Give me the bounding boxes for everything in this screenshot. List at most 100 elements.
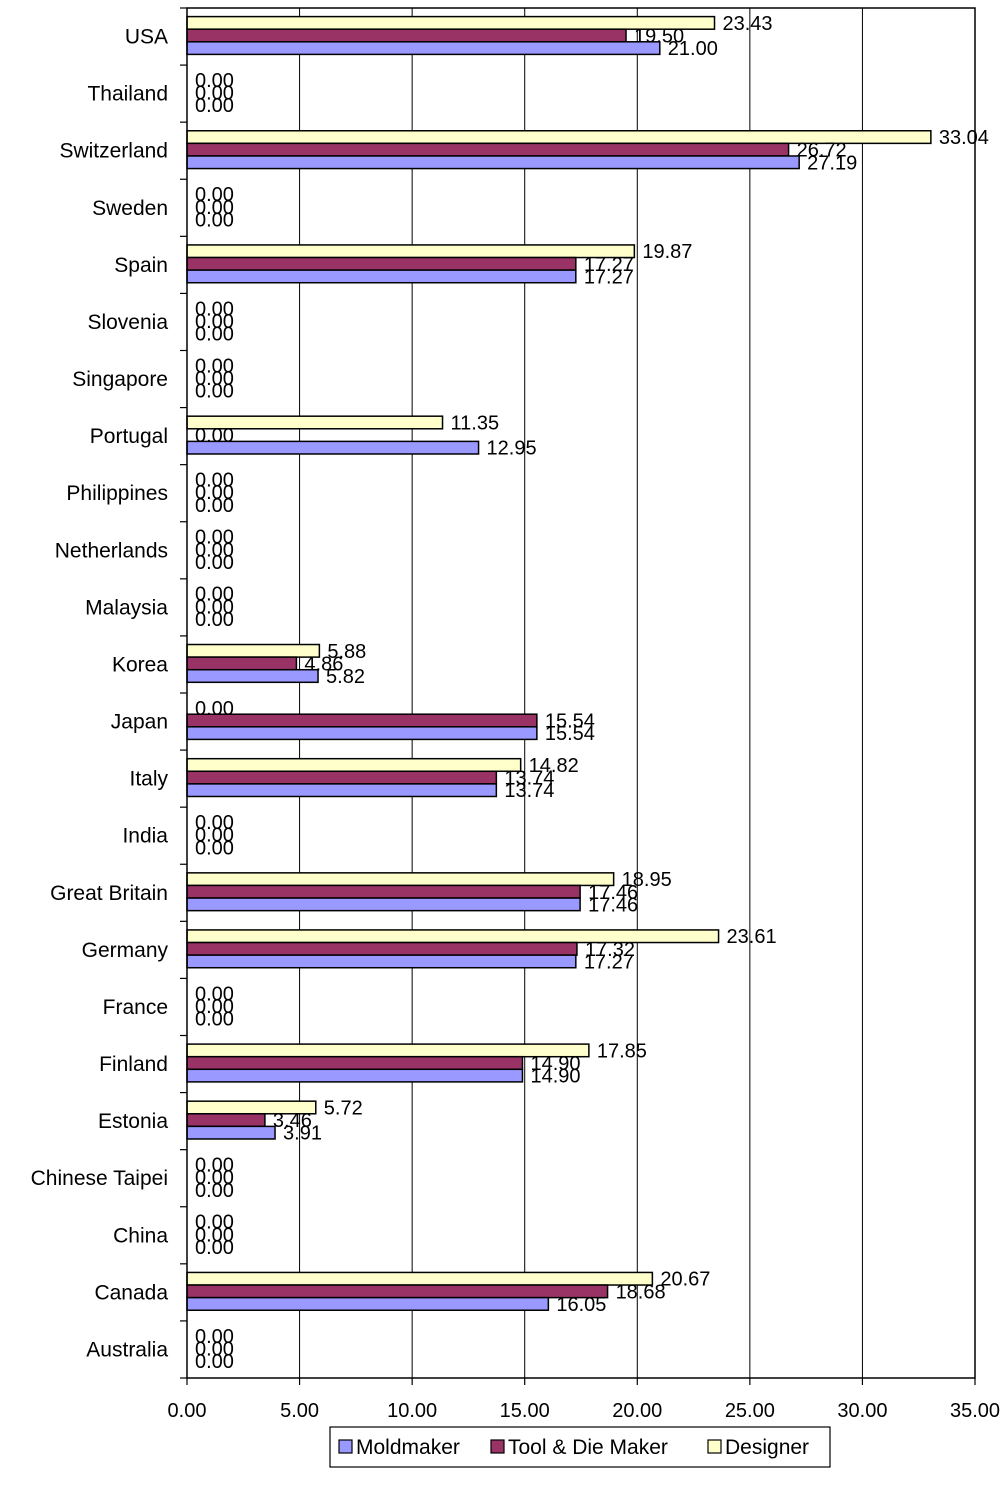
moldmaker-bar — [187, 670, 318, 683]
designer-bar — [187, 930, 719, 943]
category-label: Malaysia — [85, 596, 168, 619]
x-tick-label: 30.00 — [837, 1400, 887, 1422]
category-label: Philippines — [66, 482, 168, 505]
data-label: 19.87 — [642, 241, 692, 263]
moldmaker-bar — [187, 1126, 275, 1139]
data-label: 0.00 — [195, 381, 234, 403]
x-tick-label: 25.00 — [725, 1400, 775, 1422]
moldmaker-bar — [187, 156, 799, 169]
moldmaker-bar — [187, 42, 660, 55]
moldmaker-bar — [187, 1298, 548, 1311]
category-label: Great Britain — [50, 882, 168, 905]
tool-die-maker-bar — [187, 143, 789, 156]
data-label: 0.00 — [195, 698, 234, 720]
designer-bar — [187, 873, 614, 886]
data-label: 18.68 — [616, 1281, 666, 1303]
x-axis: 0.00 5.00 10.00 15.00 20.00 25.00 30.00 35.00 — [168, 1378, 1001, 1422]
tool-die-maker-bar — [187, 771, 496, 784]
data-label: 0.00 — [195, 324, 234, 346]
data-label: 17.46 — [588, 894, 638, 916]
x-tick-label: 20.00 — [612, 1400, 662, 1422]
x-tick-label: 35.00 — [950, 1400, 1000, 1422]
data-label: 33.04 — [939, 127, 989, 149]
x-tick-label: 0.00 — [168, 1400, 207, 1422]
legend-label: Tool & Die Maker — [508, 1436, 668, 1459]
category-label: Estonia — [98, 1110, 168, 1133]
category-label: Sweden — [92, 197, 168, 220]
data-label: 3.91 — [283, 1123, 322, 1145]
category-label: Portugal — [90, 425, 168, 448]
tool-die-maker-bar — [187, 1057, 522, 1070]
designer-bar — [187, 1044, 589, 1057]
category-label: Italy — [129, 768, 168, 791]
gridlines — [300, 8, 863, 1378]
data-label: 0.00 — [195, 209, 234, 231]
designer-bar — [187, 245, 634, 258]
legend-label: Moldmaker — [356, 1436, 460, 1459]
category-label: Slovenia — [87, 311, 168, 334]
category-label: Australia — [86, 1338, 168, 1361]
data-label: 23.61 — [727, 926, 777, 948]
category-label: Japan — [111, 711, 168, 734]
tool-die-maker-bar — [187, 258, 576, 271]
category-label: France — [103, 996, 168, 1019]
data-label: 16.05 — [556, 1294, 606, 1316]
data-label: 0.00 — [195, 1237, 234, 1259]
data-label: 21.00 — [668, 38, 718, 60]
data-label: 20.67 — [660, 1269, 710, 1291]
y-axis: USAThailandSwitzerlandSwedenSpainSloveni… — [31, 8, 187, 1378]
legend-swatch — [339, 1440, 352, 1453]
tool-die-maker-bar — [187, 657, 296, 670]
legend-swatch — [708, 1440, 721, 1453]
data-label: 0.00 — [195, 425, 234, 447]
moldmaker-bar — [187, 898, 580, 911]
category-label: Finland — [99, 1053, 168, 1076]
data-label: 13.74 — [504, 780, 554, 802]
tool-die-maker-bar — [187, 1285, 608, 1298]
category-label: Spain — [114, 254, 168, 277]
x-tick-label: 15.00 — [500, 1400, 550, 1422]
data-label: 5.72 — [324, 1097, 363, 1119]
category-label: China — [113, 1224, 168, 1247]
moldmaker-bar — [187, 727, 537, 740]
data-label: 0.00 — [195, 95, 234, 117]
data-label: 23.43 — [723, 13, 773, 35]
legend-label: Designer — [725, 1436, 809, 1459]
tool-die-maker-bar — [187, 885, 580, 898]
moldmaker-bar — [187, 1069, 522, 1082]
data-labels: 23.4319.5021.000.000.000.0033.0426.7227.… — [195, 13, 989, 1373]
data-label: 5.82 — [326, 666, 365, 688]
designer-bar — [187, 759, 521, 772]
designer-bar — [187, 1272, 652, 1285]
data-label: 0.00 — [195, 495, 234, 517]
plot-area-frame — [187, 8, 975, 1378]
category-label: Singapore — [72, 368, 168, 391]
data-label: 17.27 — [584, 951, 634, 973]
x-tick-label: 5.00 — [280, 1400, 319, 1422]
moldmaker-bar — [187, 270, 576, 283]
data-label: 0.00 — [195, 837, 234, 859]
data-label: 14.90 — [530, 1066, 580, 1088]
x-tick-label: 10.00 — [387, 1400, 437, 1422]
data-label: 0.00 — [195, 1351, 234, 1373]
moldmaker-bar — [187, 784, 496, 797]
tool-die-maker-bar — [187, 1114, 265, 1127]
data-label: 11.35 — [451, 412, 500, 434]
category-label: Netherlands — [55, 539, 168, 562]
category-label: Korea — [112, 653, 168, 676]
data-label: 27.19 — [807, 152, 857, 174]
data-label: 0.00 — [195, 609, 234, 631]
data-label: 0.00 — [195, 1180, 234, 1202]
category-label: Chinese Taipei — [31, 1167, 168, 1190]
category-label: USA — [125, 26, 168, 49]
legend-swatch — [491, 1440, 504, 1453]
category-label: Switzerland — [59, 140, 168, 163]
category-label: Canada — [94, 1281, 168, 1304]
designer-bar — [187, 645, 319, 658]
tool-die-maker-bar — [187, 943, 577, 956]
category-label: Germany — [82, 939, 169, 962]
tool-die-maker-bar — [187, 714, 537, 727]
data-label: 0.00 — [195, 1009, 234, 1031]
data-label: 0.00 — [195, 552, 234, 574]
